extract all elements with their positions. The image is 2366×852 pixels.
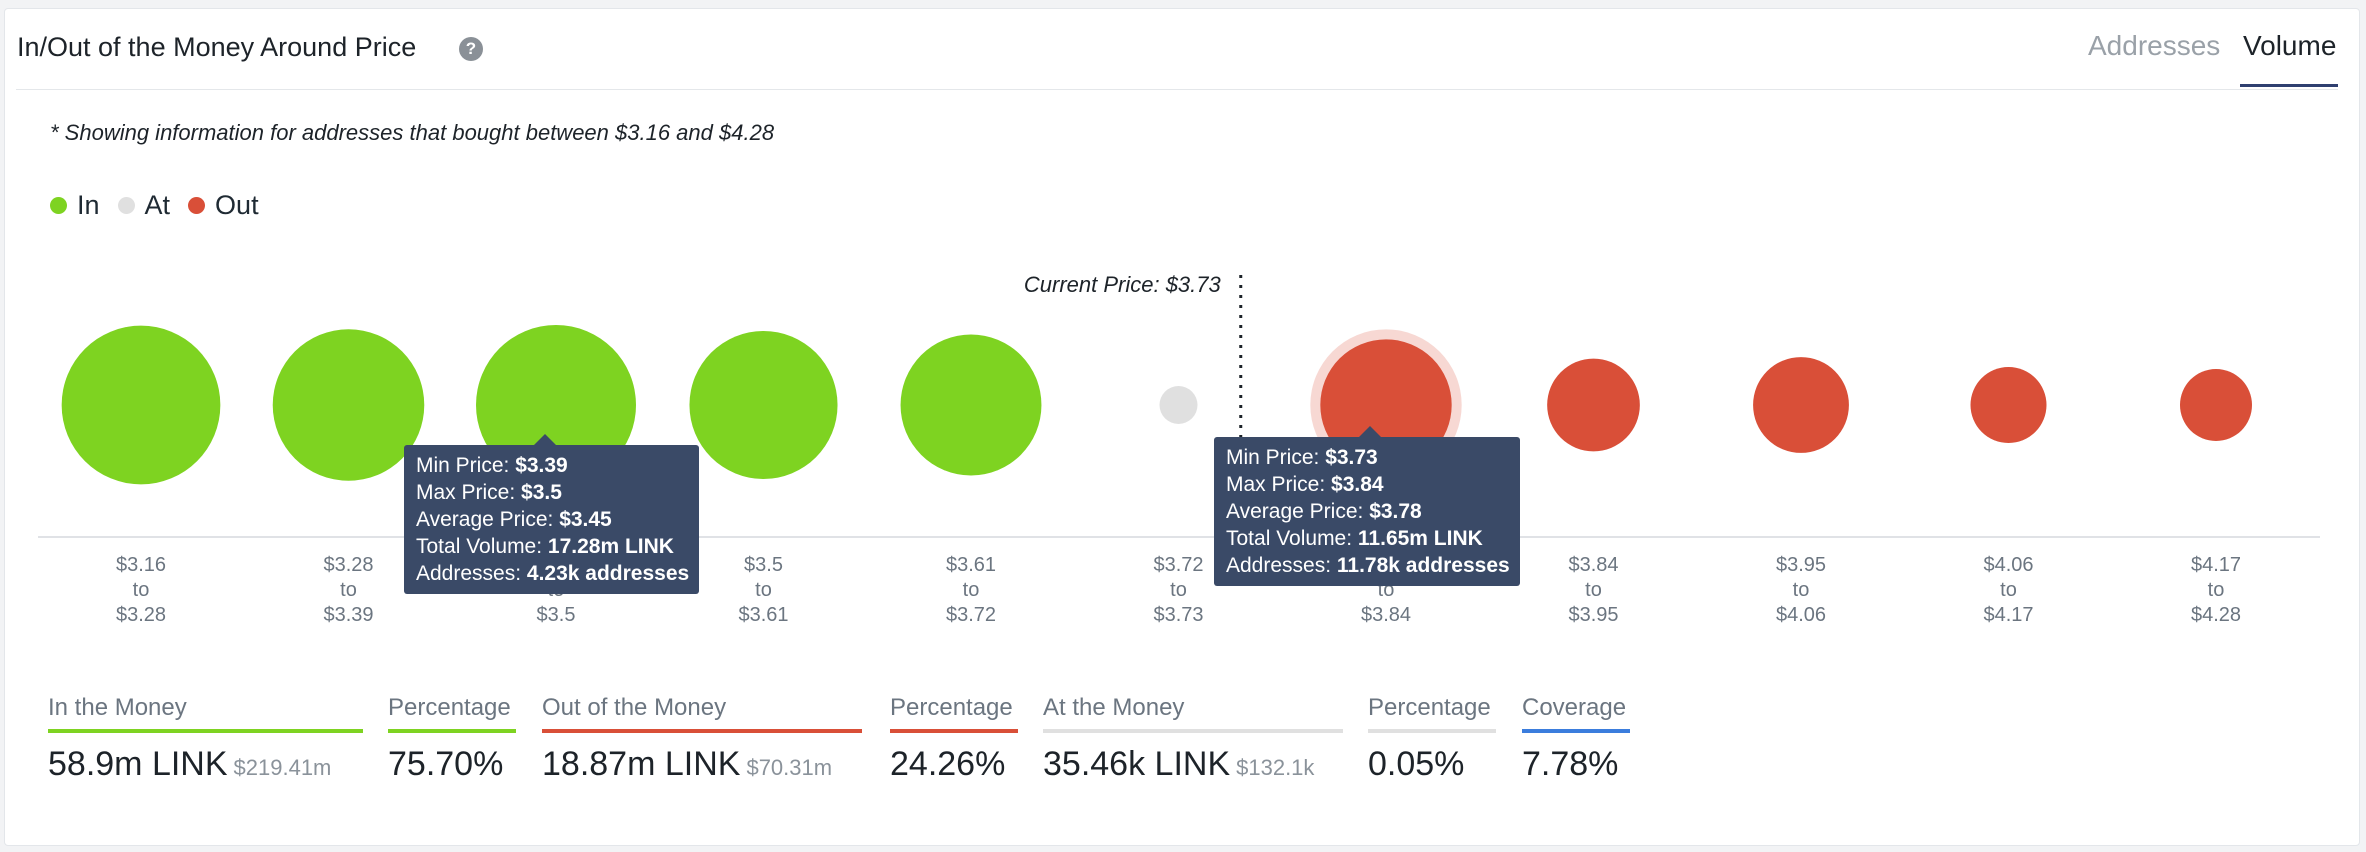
bubble-8 xyxy=(1753,357,1849,453)
stat-in-pct-value: 75.70% xyxy=(388,745,504,783)
stat-in-percentage: Percentage 75.70% xyxy=(388,694,516,784)
tick-label-0: $3.16 to $3.28 xyxy=(116,554,166,626)
tick-label-9: $4.06 to $4.17 xyxy=(1983,554,2033,626)
tooltip-bin-7: Min Price: $3.73 Max Price: $3.84 Averag… xyxy=(1214,426,1520,586)
stat-coverage: Coverage 7.78% xyxy=(1522,694,1630,784)
bubble-3 xyxy=(689,330,838,480)
stat-out-pct-label: Percentage xyxy=(890,694,1013,721)
stat-coverage-label: Coverage xyxy=(1522,694,1627,721)
stat-out-money-value: 18.87m LINK xyxy=(542,745,741,783)
stat-out-pct-value: 24.26% xyxy=(890,745,1006,783)
legend-item-in[interactable]: In xyxy=(50,190,100,221)
legend-out-dot xyxy=(188,197,206,214)
stat-in-money-label: In the Money xyxy=(48,694,187,721)
stat-at-money-value: 35.46k LINK xyxy=(1043,745,1231,783)
tab-volume[interactable]: Volume xyxy=(2243,30,2337,61)
legend-at-label: At xyxy=(144,190,171,220)
stat-out-money-label: Out of the Money xyxy=(542,694,727,721)
tab-addresses[interactable]: Addresses xyxy=(2088,30,2221,61)
stat-in-money-usd: $219.41m xyxy=(233,755,332,780)
bubble-7 xyxy=(1547,358,1640,452)
stat-out-money-usd: $70.31m xyxy=(746,755,833,780)
stat-at-pct-value: 0.05% xyxy=(1368,745,1465,783)
stat-in-pct-label: Percentage xyxy=(388,694,511,721)
legend-in-dot xyxy=(50,197,67,214)
tooltip-bin-3: Min Price: $3.39 Max Price: $3.5 Average… xyxy=(404,434,700,594)
stat-at-percentage: Percentage 0.05% xyxy=(1368,694,1496,784)
stat-out-percentage: Percentage 24.26% xyxy=(890,694,1018,784)
tick-label-10: $4.17 to $4.28 xyxy=(2191,554,2241,626)
page-title: In/Out of the Money Around Price xyxy=(17,32,417,62)
legend-at-dot xyxy=(117,197,135,214)
tick-label-8: $3.95 to $4.06 xyxy=(1776,554,1826,626)
stat-at-money-label: At the Money xyxy=(1043,694,1185,721)
current-price-label: Current Price: $3.73 xyxy=(1024,272,1222,297)
bubble-0 xyxy=(61,325,221,485)
bubble-5 xyxy=(1159,386,1198,424)
legend: In At Out xyxy=(50,190,277,221)
stat-at-money-usd: $132.1k xyxy=(1236,755,1315,780)
stat-coverage-value: 7.78% xyxy=(1522,745,1619,783)
stat-out-of-the-money: Out of the Money 18.87m LINK $70.31m xyxy=(542,694,862,784)
header-divider xyxy=(16,89,2338,90)
tick-label-5: $3.72 to $3.73 xyxy=(1153,554,1203,626)
tick-label-7: $3.84 to $3.95 xyxy=(1568,554,1618,626)
question-circle-icon[interactable]: ? xyxy=(459,37,483,61)
tick-label-1: $3.28 to $3.39 xyxy=(323,554,373,626)
tick-label-4: $3.61 to $3.72 xyxy=(946,554,996,626)
tick-label-3: $3.5 to $3.61 xyxy=(738,554,788,626)
range-note: * Showing information for addresses that… xyxy=(50,120,775,145)
active-tab-underline xyxy=(2240,84,2338,87)
bubble-9 xyxy=(1970,366,2047,444)
stat-in-the-money: In the Money 58.9m LINK $219.41m xyxy=(48,694,363,784)
legend-item-at[interactable]: At xyxy=(117,190,171,221)
stat-at-pct-label: Percentage xyxy=(1368,694,1491,721)
bubble-4 xyxy=(900,334,1042,476)
legend-item-out[interactable]: Out xyxy=(188,190,259,221)
bubble-1 xyxy=(272,329,425,481)
bubble-10 xyxy=(2179,368,2253,442)
legend-in-label: In xyxy=(77,190,100,220)
stat-in-money-value: 58.9m LINK xyxy=(48,745,228,783)
stat-at-the-money: At the Money 35.46k LINK $132.1k xyxy=(1043,694,1343,784)
legend-out-label: Out xyxy=(215,190,259,220)
